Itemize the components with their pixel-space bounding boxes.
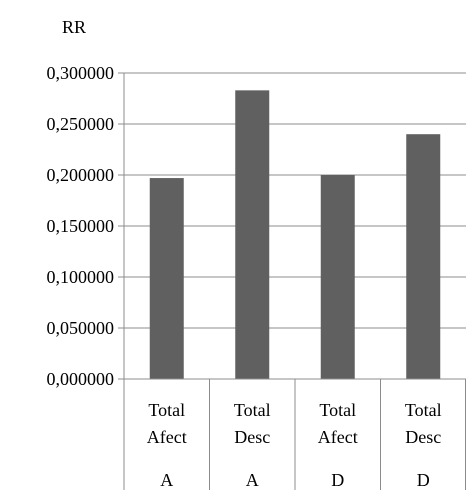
y-tick-label: 0,200000: [47, 165, 115, 185]
y-tick-label: 0,000000: [47, 369, 115, 389]
category-label-line2: Desc: [405, 427, 441, 447]
y-tick-label: 0,050000: [47, 318, 115, 338]
category-label-line2: Desc: [234, 427, 270, 447]
y-tick-label: 0,150000: [47, 216, 115, 236]
y-tick-label: 0,250000: [47, 114, 115, 134]
y-tick-label: 0,300000: [47, 63, 115, 83]
y-axis-label: RR: [62, 17, 86, 37]
category-label-line2: Afect: [318, 427, 358, 447]
bars: [149, 90, 441, 379]
category-label-line1: Total: [405, 400, 442, 420]
category-labels: Total Afect A Total Desc A Total Afect D Total Des…: [147, 400, 442, 490]
category-group-label: D: [331, 470, 344, 490]
category-label-line2: Afect: [147, 427, 187, 447]
category-group-label: A: [246, 470, 259, 490]
category-group-label: A: [160, 470, 173, 490]
axes: [123, 73, 466, 490]
bar: [320, 175, 355, 379]
bar: [235, 90, 270, 379]
category-label-line1: Total: [319, 400, 356, 420]
y-tick-labels: 0,000000 0,050000 0,100000 0,150000 0,200000…: [47, 63, 115, 389]
bar: [149, 178, 184, 379]
bar: [406, 134, 441, 379]
category-group-label: D: [417, 470, 430, 490]
category-label-line1: Total: [234, 400, 271, 420]
category-label-line1: Total: [148, 400, 185, 420]
y-tick-label: 0,100000: [47, 267, 115, 287]
